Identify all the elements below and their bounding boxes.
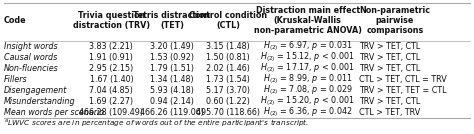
Text: Mean words per scenario: Mean words per scenario (4, 108, 104, 117)
Text: 2.95 (2.15): 2.95 (2.15) (89, 64, 134, 73)
Text: 1.50 (0.81): 1.50 (0.81) (206, 53, 250, 62)
Text: 1.79 (1.51): 1.79 (1.51) (150, 64, 194, 73)
Text: Control condition
(CTL): Control condition (CTL) (189, 11, 267, 30)
Text: TRV > TET, CTL: TRV > TET, CTL (359, 97, 420, 106)
Text: Disengagement: Disengagement (4, 86, 67, 95)
Text: $H_{(2)}$ = 8.99, $p$ = 0.011: $H_{(2)}$ = 8.99, $p$ = 0.011 (263, 72, 353, 86)
Text: $^a$LWVC scores are in percentage of words out of the entire participant's trans: $^a$LWVC scores are in percentage of wor… (4, 117, 309, 128)
Text: $H_{(2)}$ = 6.36, $p$ = 0.042: $H_{(2)}$ = 6.36, $p$ = 0.042 (263, 105, 353, 119)
Text: Fillers: Fillers (4, 75, 27, 84)
Text: 7.04 (4.85): 7.04 (4.85) (90, 86, 133, 95)
Text: TRV > TET, CTL: TRV > TET, CTL (359, 53, 420, 62)
Text: 1.67 (1.40): 1.67 (1.40) (90, 75, 133, 84)
Text: CTL > TET, CTL = TRV: CTL > TET, CTL = TRV (359, 75, 447, 84)
Text: 1.73 (1.54): 1.73 (1.54) (206, 75, 250, 84)
Text: $H_{(2)}$ = 7.08, $p$ = 0.029: $H_{(2)}$ = 7.08, $p$ = 0.029 (263, 83, 353, 97)
Text: 5.93 (4.18): 5.93 (4.18) (150, 86, 194, 95)
Text: 3.20 (1.49): 3.20 (1.49) (150, 42, 194, 51)
Text: CTL > TET, TRV: CTL > TET, TRV (359, 108, 420, 117)
Text: 3.83 (2.21): 3.83 (2.21) (90, 42, 133, 51)
Text: 1.53 (0.92): 1.53 (0.92) (150, 53, 194, 62)
Text: Causal words: Causal words (4, 53, 57, 62)
Text: $H_{(2)}$ = 6.97, $p$ = 0.031: $H_{(2)}$ = 6.97, $p$ = 0.031 (263, 40, 353, 53)
Text: 0.94 (2.14): 0.94 (2.14) (150, 97, 194, 106)
Text: 1.91 (0.91): 1.91 (0.91) (90, 53, 133, 62)
Text: 1.69 (2.27): 1.69 (2.27) (89, 97, 134, 106)
Text: 466.28 (109.49): 466.28 (109.49) (79, 108, 144, 117)
Text: Misunderstanding: Misunderstanding (4, 97, 75, 106)
Text: 495.70 (118.66): 495.70 (118.66) (196, 108, 260, 117)
Text: 2.02 (1.46): 2.02 (1.46) (206, 64, 250, 73)
Text: TRV > TET, TET = CTL: TRV > TET, TET = CTL (359, 86, 447, 95)
Text: Non-fluencies: Non-fluencies (4, 64, 59, 73)
Text: Code: Code (4, 16, 27, 25)
Text: Non-parametric
pairwise
comparisons: Non-parametric pairwise comparisons (359, 5, 430, 35)
Text: Distraction main effect
(Kruskal-Wallis
non-parametric ANOVA): Distraction main effect (Kruskal-Wallis … (254, 5, 362, 35)
Text: Insight words: Insight words (4, 42, 57, 51)
Text: $H_{(2)}$ = 17.17, $p$ < 0.001: $H_{(2)}$ = 17.17, $p$ < 0.001 (260, 62, 355, 75)
Text: $H_{(2)}$ = 15.20, $p$ < 0.001: $H_{(2)}$ = 15.20, $p$ < 0.001 (260, 94, 355, 108)
Text: 1.34 (1.48): 1.34 (1.48) (150, 75, 194, 84)
Text: 3.15 (1.48): 3.15 (1.48) (206, 42, 250, 51)
Text: 5.17 (3.70): 5.17 (3.70) (206, 86, 250, 95)
Text: Tetris distraction
(TET): Tetris distraction (TET) (134, 11, 210, 30)
Text: Trivia question
distraction (TRV): Trivia question distraction (TRV) (73, 11, 150, 30)
Text: $H_{(2)}$ = 15.12, $p$ < 0.001: $H_{(2)}$ = 15.12, $p$ < 0.001 (260, 51, 355, 64)
Text: TRV > TET, CTL: TRV > TET, CTL (359, 42, 420, 51)
Text: TRV > TET, CTL: TRV > TET, CTL (359, 64, 420, 73)
Text: 466.26 (119.06): 466.26 (119.06) (140, 108, 204, 117)
Text: 0.60 (1.22): 0.60 (1.22) (206, 97, 250, 106)
